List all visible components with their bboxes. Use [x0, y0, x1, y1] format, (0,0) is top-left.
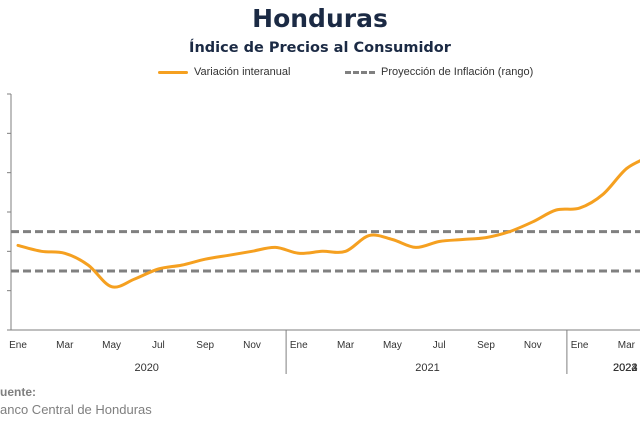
data-point — [251, 250, 254, 253]
chart-title: Honduras — [252, 4, 388, 33]
year-label: 2023 — [613, 362, 637, 374]
data-point — [531, 220, 534, 223]
legend-item-line: Variación interanual — [158, 66, 290, 78]
data-point — [555, 209, 558, 212]
month-tick-label: Ene — [571, 340, 589, 351]
month-tick-label: Ene — [9, 340, 27, 351]
legend: Variación interanual Proyección de Infla… — [0, 66, 640, 82]
data-point — [321, 250, 324, 253]
data-point — [625, 167, 628, 170]
legend-swatch-line — [158, 70, 188, 74]
data-point — [40, 250, 43, 253]
chart-subtitle: Índice de Precios al Consumidor — [189, 40, 451, 56]
legend-label-range: Proyección de Inflación (rango) — [381, 66, 534, 78]
source-text: anco Central de Honduras — [0, 402, 152, 417]
data-point — [602, 193, 605, 196]
month-tick-label: Mar — [337, 340, 355, 351]
month-tick-label: Mar — [618, 340, 636, 351]
data-point — [157, 268, 160, 271]
data-point — [485, 236, 488, 239]
data-point — [204, 258, 207, 261]
month-tick-label: Jul — [152, 340, 165, 351]
month-tick-label: May — [102, 340, 121, 351]
data-point — [578, 207, 581, 210]
legend-item-range: Proyección de Inflación (rango) — [345, 66, 533, 78]
month-tick-label: Sep — [477, 340, 495, 351]
month-tick-label: Jul — [433, 340, 446, 351]
month-tick-label: May — [383, 340, 402, 351]
year-label: 2020 — [134, 362, 158, 374]
month-tick-label: Sep — [196, 340, 214, 351]
data-point — [110, 285, 113, 288]
legend-swatch-dash — [345, 70, 375, 74]
data-point — [414, 246, 417, 249]
data-point — [344, 250, 347, 253]
data-point — [17, 244, 20, 247]
data-point — [438, 240, 441, 243]
month-tick-label: Nov — [524, 340, 542, 351]
data-point — [508, 230, 511, 233]
data-point — [87, 264, 90, 267]
data-point — [461, 238, 464, 241]
year-label: 2024 — [613, 362, 637, 374]
data-point — [227, 254, 230, 257]
data-point — [180, 264, 183, 267]
data-point — [368, 234, 371, 237]
source-label: uente: — [0, 385, 36, 399]
year-label: 2022 — [613, 362, 637, 374]
legend-label-line: Variación interanual — [194, 66, 291, 78]
month-tick-label: Ene — [290, 340, 308, 351]
data-point — [63, 252, 66, 255]
data-point — [134, 277, 137, 280]
data-point — [391, 238, 394, 241]
month-tick-label: Mar — [56, 340, 74, 351]
data-point — [297, 252, 300, 255]
series-line-variacion-interanual — [16, 159, 640, 289]
data-point — [274, 246, 277, 249]
year-label: 2021 — [415, 362, 439, 374]
month-tick-label: Nov — [243, 340, 261, 351]
